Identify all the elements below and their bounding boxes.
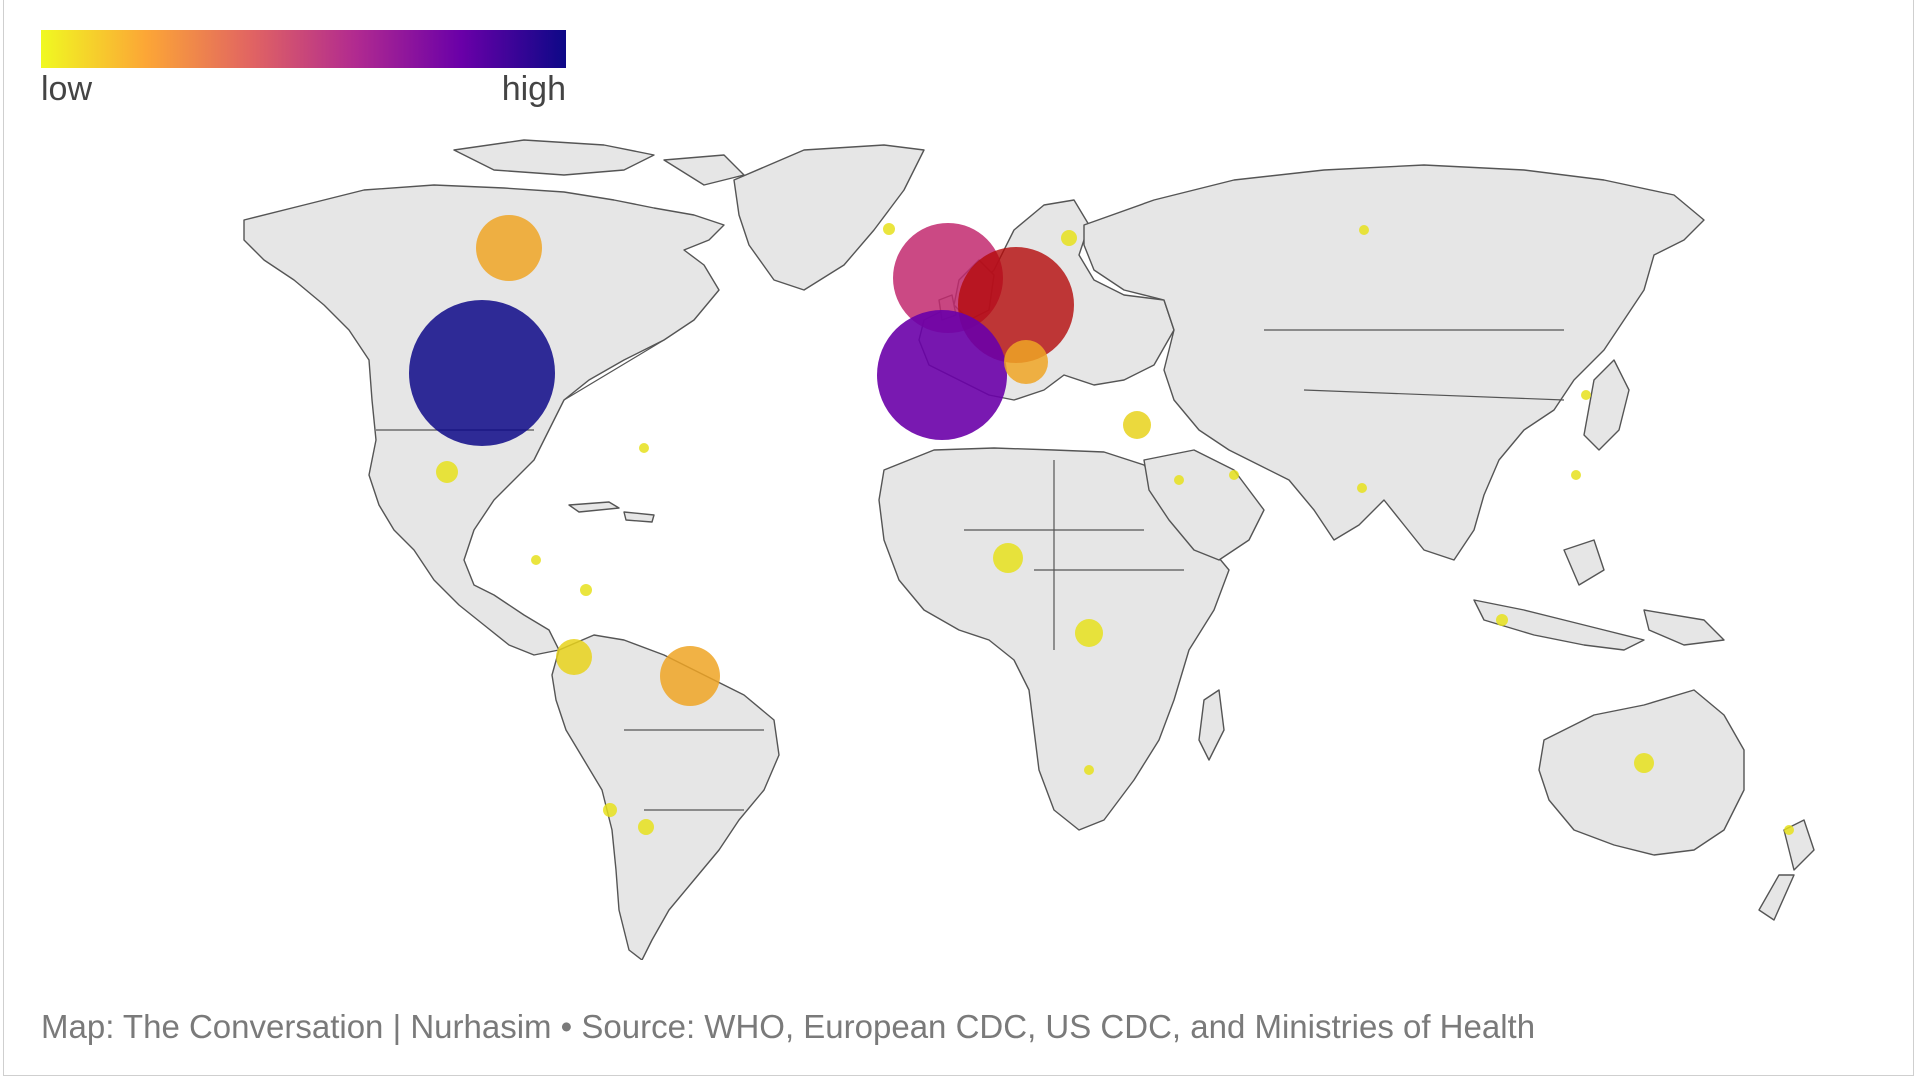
japan-landmass	[1583, 359, 1630, 451]
bubble-new-zealand[interactable]	[1784, 825, 1794, 835]
bubble-japan[interactable]	[1581, 390, 1591, 400]
bubble-mexico[interactable]	[436, 461, 458, 483]
bubble-brazil[interactable]	[660, 646, 720, 706]
legend-high-label: high	[501, 70, 566, 108]
world-map	[243, 139, 1815, 960]
bubble-sweden[interactable]	[1061, 230, 1077, 246]
bubble-spain[interactable]	[877, 310, 1007, 440]
color-legend: low high	[41, 30, 566, 115]
bubble-australia[interactable]	[1634, 753, 1654, 773]
legend-gradient-bar	[41, 30, 566, 68]
bubble-russia[interactable]	[1359, 225, 1369, 235]
legend-low-label: low	[41, 70, 93, 108]
arctic-islands	[453, 139, 745, 186]
bubble-iran[interactable]	[1229, 470, 1239, 480]
source-credit: Map: The Conversation | Nurhasim • Sourc…	[41, 1008, 1536, 1045]
indonesia-islands	[1473, 539, 1725, 651]
bubble-iceland[interactable]	[883, 223, 895, 235]
bubble-panama[interactable]	[531, 555, 541, 565]
new-zealand-landmass	[1758, 819, 1815, 921]
bubble-canada[interactable]	[476, 215, 542, 281]
bubble-peru[interactable]	[556, 639, 592, 675]
bubble-indonesia[interactable]	[1496, 614, 1508, 626]
caribbean-islands	[568, 501, 655, 523]
bubble-south-africa[interactable]	[1084, 765, 1094, 775]
madagascar-landmass	[1198, 689, 1225, 761]
bubble-dr-congo[interactable]	[1075, 619, 1103, 647]
asia-landmass	[1083, 164, 1705, 561]
bubble-united-states[interactable]	[409, 300, 555, 446]
bubble-italy-small[interactable]	[1004, 340, 1048, 384]
chart-frame: low high	[3, 0, 1914, 1076]
bubble-nigeria[interactable]	[993, 543, 1023, 573]
bubble-argentina[interactable]	[638, 819, 654, 835]
bubble-india[interactable]	[1357, 483, 1367, 493]
bubble-caribbean[interactable]	[639, 443, 649, 453]
bubble-colombia[interactable]	[580, 584, 592, 596]
bubble-saudi[interactable]	[1174, 475, 1184, 485]
bubble-israel[interactable]	[1123, 411, 1151, 439]
greenland-landmass	[733, 144, 925, 291]
bubble-china[interactable]	[1571, 470, 1581, 480]
bubble-chile[interactable]	[603, 803, 617, 817]
